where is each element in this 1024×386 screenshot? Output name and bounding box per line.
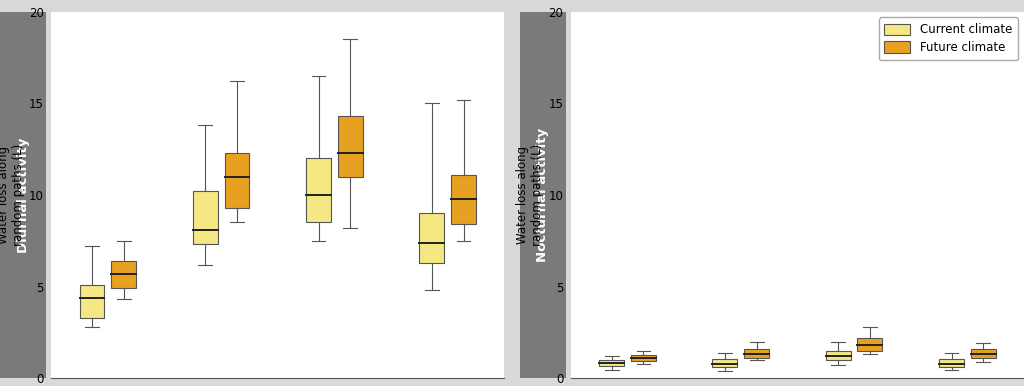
Bar	[825, 351, 851, 360]
Bar	[599, 360, 624, 366]
Bar	[338, 116, 362, 177]
Y-axis label: Water loss along
random paths (L): Water loss along random paths (L)	[0, 144, 25, 246]
Bar	[744, 349, 769, 358]
Bar	[112, 261, 136, 288]
Bar	[857, 338, 883, 351]
Y-axis label: Water loss along
random paths (L): Water loss along random paths (L)	[516, 144, 544, 246]
Text: Nocturnal activity: Nocturnal activity	[537, 128, 549, 262]
Bar	[306, 158, 331, 222]
Bar	[971, 349, 995, 358]
Bar	[80, 285, 104, 318]
Bar	[452, 175, 476, 224]
Text: Diurnal activity: Diurnal activity	[16, 137, 30, 252]
Bar	[939, 359, 964, 367]
Bar	[224, 153, 250, 208]
Bar	[420, 213, 444, 263]
Bar	[193, 191, 218, 244]
Legend: Current climate, Future climate: Current climate, Future climate	[879, 17, 1018, 60]
Bar	[713, 359, 737, 367]
Bar	[631, 356, 655, 361]
